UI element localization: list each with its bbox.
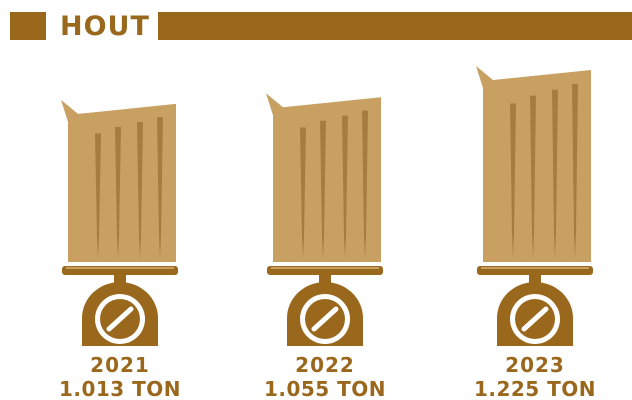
wood-grain <box>95 133 101 258</box>
wood-grain <box>157 117 163 259</box>
scale-platform-shine <box>66 267 174 269</box>
scale-needle <box>106 306 134 332</box>
scale-needle <box>521 306 549 332</box>
value-label: 1.055 TON <box>264 377 386 400</box>
wood-grain <box>115 126 121 258</box>
wood-grain <box>342 115 348 258</box>
category-label: 2023 <box>505 353 565 377</box>
scale-platform-shine <box>481 267 589 269</box>
value-label: 1.013 TON <box>59 377 181 400</box>
scale-needle <box>311 306 339 332</box>
header-bar <box>158 12 632 40</box>
value-label: 1.225 TON <box>474 377 596 400</box>
wood-grain <box>510 103 516 259</box>
wood-grain <box>362 110 368 259</box>
wood-grain <box>530 95 536 259</box>
wood-grain <box>300 127 306 259</box>
wood-grain <box>572 83 578 258</box>
category-label: 2022 <box>295 353 355 377</box>
header-square <box>10 12 46 40</box>
wood-grain <box>320 120 326 258</box>
chart-title: HOUT <box>60 11 150 42</box>
wood-grain <box>552 89 558 258</box>
category-label: 2021 <box>90 353 150 377</box>
wood-grain <box>137 122 143 258</box>
scale-platform-shine <box>271 267 379 269</box>
